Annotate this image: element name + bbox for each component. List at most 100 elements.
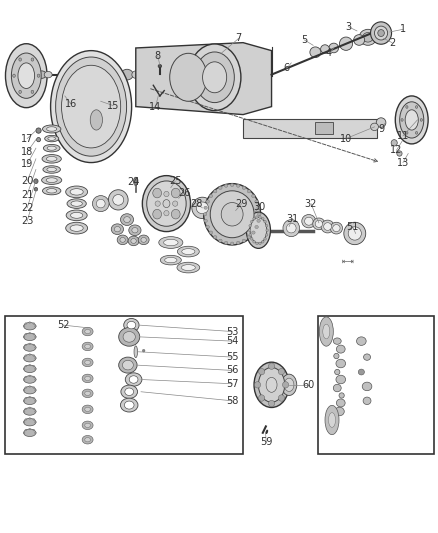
Ellipse shape xyxy=(125,373,142,386)
Ellipse shape xyxy=(265,224,268,227)
Ellipse shape xyxy=(71,212,83,219)
Ellipse shape xyxy=(268,400,275,407)
Ellipse shape xyxy=(335,369,340,375)
Text: 22: 22 xyxy=(21,203,33,213)
Ellipse shape xyxy=(250,217,267,243)
Ellipse shape xyxy=(29,386,31,387)
Ellipse shape xyxy=(35,336,36,338)
Ellipse shape xyxy=(37,71,46,78)
Text: 53: 53 xyxy=(226,327,238,336)
Ellipse shape xyxy=(209,231,213,234)
Ellipse shape xyxy=(35,378,36,381)
Ellipse shape xyxy=(66,186,88,198)
Ellipse shape xyxy=(257,206,260,209)
Ellipse shape xyxy=(46,157,57,161)
Ellipse shape xyxy=(302,214,316,228)
Ellipse shape xyxy=(182,248,195,254)
Ellipse shape xyxy=(132,228,138,233)
Ellipse shape xyxy=(33,398,35,399)
Ellipse shape xyxy=(29,322,31,323)
Text: 51: 51 xyxy=(346,222,359,231)
Ellipse shape xyxy=(24,344,36,351)
Ellipse shape xyxy=(334,353,339,359)
Ellipse shape xyxy=(85,407,90,411)
Ellipse shape xyxy=(23,432,25,434)
Text: 3: 3 xyxy=(345,22,351,31)
Ellipse shape xyxy=(31,90,34,93)
Ellipse shape xyxy=(82,327,93,336)
Ellipse shape xyxy=(321,220,334,233)
Ellipse shape xyxy=(23,389,25,391)
Ellipse shape xyxy=(153,209,162,219)
Ellipse shape xyxy=(25,398,27,399)
Ellipse shape xyxy=(24,365,36,373)
Text: 14: 14 xyxy=(149,102,162,111)
Ellipse shape xyxy=(129,225,141,236)
Ellipse shape xyxy=(325,405,339,435)
Text: 57: 57 xyxy=(226,379,238,389)
Ellipse shape xyxy=(406,106,408,108)
Ellipse shape xyxy=(204,183,261,245)
Ellipse shape xyxy=(35,410,36,413)
Ellipse shape xyxy=(23,410,25,413)
Text: 13: 13 xyxy=(397,158,409,167)
Ellipse shape xyxy=(35,421,36,423)
Ellipse shape xyxy=(153,188,162,198)
Text: 6: 6 xyxy=(284,63,290,73)
Ellipse shape xyxy=(85,344,90,349)
Text: 1: 1 xyxy=(400,25,406,34)
Ellipse shape xyxy=(251,195,255,198)
Ellipse shape xyxy=(219,239,222,243)
Ellipse shape xyxy=(37,74,40,77)
Ellipse shape xyxy=(24,418,36,426)
Ellipse shape xyxy=(335,407,344,416)
Ellipse shape xyxy=(70,189,83,195)
Ellipse shape xyxy=(138,235,149,245)
Ellipse shape xyxy=(415,132,417,134)
Bar xyxy=(315,122,333,134)
Ellipse shape xyxy=(82,389,93,398)
Ellipse shape xyxy=(364,354,371,360)
Ellipse shape xyxy=(46,189,57,193)
Text: 16: 16 xyxy=(65,99,77,109)
Ellipse shape xyxy=(33,344,35,346)
Ellipse shape xyxy=(159,237,183,248)
Bar xyxy=(5,316,243,454)
Ellipse shape xyxy=(123,332,135,342)
Ellipse shape xyxy=(195,52,234,102)
Text: 5: 5 xyxy=(301,35,307,45)
Ellipse shape xyxy=(142,350,145,352)
Ellipse shape xyxy=(124,318,139,332)
Ellipse shape xyxy=(56,57,127,156)
Ellipse shape xyxy=(406,132,408,134)
Ellipse shape xyxy=(113,195,124,205)
Ellipse shape xyxy=(395,96,428,144)
Ellipse shape xyxy=(82,374,93,383)
Ellipse shape xyxy=(170,53,207,101)
Ellipse shape xyxy=(125,388,134,395)
Ellipse shape xyxy=(258,395,265,401)
Ellipse shape xyxy=(29,429,31,430)
Ellipse shape xyxy=(253,217,255,220)
Ellipse shape xyxy=(25,323,27,325)
Ellipse shape xyxy=(257,219,260,222)
Ellipse shape xyxy=(23,378,25,381)
Text: 17: 17 xyxy=(21,134,33,143)
Ellipse shape xyxy=(33,387,35,389)
Ellipse shape xyxy=(121,385,138,399)
Ellipse shape xyxy=(237,184,240,187)
Ellipse shape xyxy=(158,64,162,68)
Text: 18: 18 xyxy=(21,147,33,157)
Ellipse shape xyxy=(96,199,105,208)
Ellipse shape xyxy=(82,435,93,444)
Text: 24: 24 xyxy=(127,177,140,187)
Ellipse shape xyxy=(391,140,397,146)
Ellipse shape xyxy=(24,429,36,437)
Ellipse shape xyxy=(329,43,339,53)
Ellipse shape xyxy=(85,391,90,395)
Ellipse shape xyxy=(242,186,246,189)
Ellipse shape xyxy=(119,327,140,346)
Ellipse shape xyxy=(253,240,255,243)
Ellipse shape xyxy=(336,399,345,407)
Ellipse shape xyxy=(35,389,36,391)
